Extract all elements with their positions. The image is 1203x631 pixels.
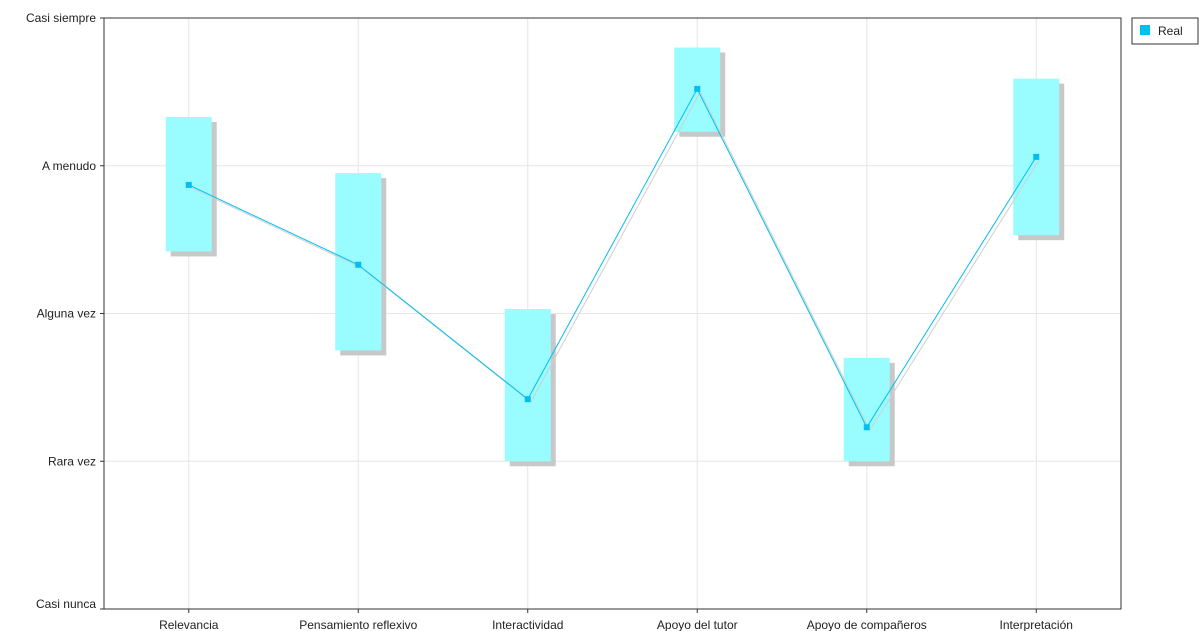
x-tick-label: Interactividad xyxy=(492,618,563,631)
legend-swatch xyxy=(1140,25,1150,35)
x-tick-label: Apoyo del tutor xyxy=(657,618,738,631)
grid xyxy=(104,18,1121,609)
y-tick-label: Casi nunca xyxy=(36,597,96,611)
y-tick-label: Casi siempre xyxy=(26,11,96,25)
y-tick-label: A menudo xyxy=(42,159,96,173)
x-tick-label: Interpretación xyxy=(1000,618,1073,631)
series-line xyxy=(188,87,1037,429)
data-point xyxy=(1033,153,1040,160)
legend: Real xyxy=(1131,17,1199,45)
range-band xyxy=(843,357,890,462)
point-layer xyxy=(185,85,1040,431)
x-tick-label: Pensamiento reflexivo xyxy=(299,618,417,631)
data-point xyxy=(694,85,701,92)
data-point xyxy=(185,181,192,188)
range-band xyxy=(504,309,551,462)
y-axis: Casi nunca Rara vez Alguna vez A menudo Casi… xyxy=(26,11,104,611)
x-axis: Relevancia Pensamiento reflexivo Interacti… xyxy=(159,609,1073,631)
data-point xyxy=(863,424,870,431)
band-layer xyxy=(165,47,1065,467)
y-tick-label: Alguna vez xyxy=(37,307,96,321)
series-line-shadow xyxy=(191,90,1040,432)
data-point xyxy=(355,261,362,268)
legend-label: Real xyxy=(1158,24,1183,38)
line-layer xyxy=(188,87,1040,432)
x-tick-label: Relevancia xyxy=(159,618,219,631)
y-tick-label: Rara vez xyxy=(48,454,96,468)
data-point xyxy=(524,396,531,403)
x-tick-label: Apoyo de compañeros xyxy=(807,618,927,631)
